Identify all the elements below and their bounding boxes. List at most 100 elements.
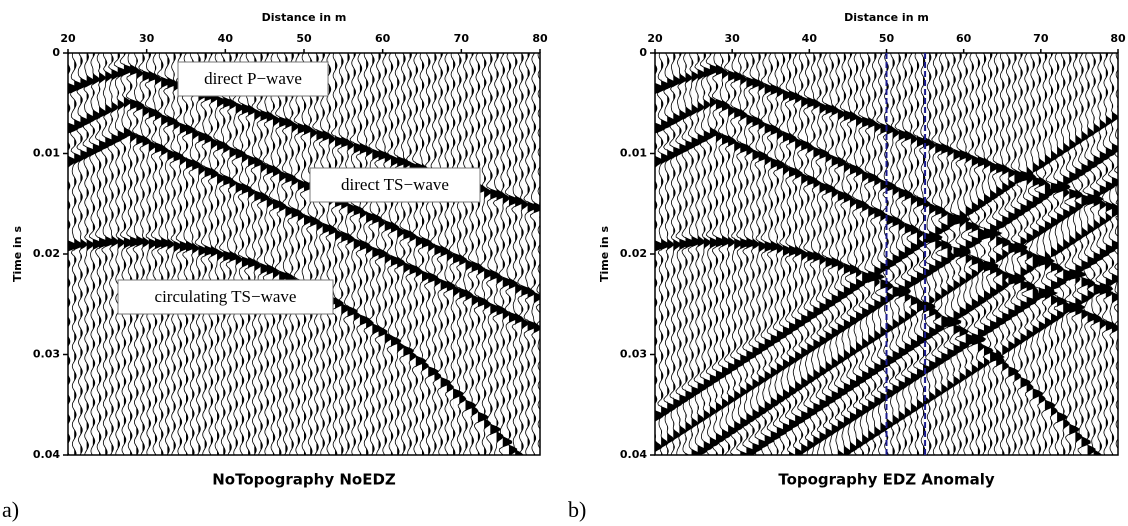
trace — [1010, 53, 1028, 455]
trace — [324, 53, 340, 455]
trace — [355, 53, 371, 455]
chart-title: NoTopography NoEDZ — [212, 471, 396, 489]
trace — [906, 53, 921, 455]
trace — [973, 53, 989, 455]
trace — [827, 53, 843, 455]
trace-fill — [1032, 53, 1043, 455]
trace — [1016, 53, 1037, 455]
x-tick-label: 70 — [1033, 32, 1049, 45]
trace — [523, 53, 539, 455]
y-tick-label: 0.04 — [620, 448, 647, 461]
trace — [69, 53, 85, 455]
trace — [918, 53, 939, 455]
trace-fill — [540, 53, 550, 455]
trace — [318, 53, 333, 455]
trace — [1107, 53, 1118, 455]
trace-fill — [1093, 53, 1108, 455]
trace — [349, 53, 364, 455]
trace — [1058, 53, 1076, 455]
trace — [874, 53, 891, 455]
trace-fill — [679, 53, 690, 455]
trace — [107, 53, 122, 455]
trace-fill — [703, 53, 714, 455]
trace — [1113, 53, 1118, 450]
trace — [912, 53, 928, 455]
x-tick-label: 80 — [532, 32, 548, 45]
trace — [1032, 53, 1058, 455]
annotation-box — [117, 279, 334, 315]
trace-fill — [1044, 53, 1055, 455]
y-tick-label: 0.02 — [33, 247, 60, 260]
chart-title: Topography EDZ Anomaly — [778, 471, 995, 489]
seismogram — [655, 53, 1118, 455]
trace-fill — [874, 53, 885, 455]
trace-fill — [161, 53, 171, 455]
trace — [517, 53, 533, 455]
x-tick-label: 60 — [956, 32, 972, 45]
y-tick-label: 0 — [52, 46, 60, 59]
trace — [535, 53, 540, 450]
trace-fill — [898, 53, 911, 455]
trace — [1063, 53, 1087, 455]
trace-fill — [123, 53, 134, 455]
trace — [461, 53, 477, 455]
trace-fill — [782, 53, 793, 455]
trace — [126, 53, 141, 455]
trace-fill — [117, 53, 127, 455]
seismogram — [68, 53, 550, 455]
trace — [711, 53, 727, 455]
trace — [833, 53, 849, 455]
trace — [113, 53, 128, 455]
trace-fill — [795, 53, 806, 455]
trace — [150, 53, 166, 455]
trace-fill — [661, 53, 671, 455]
panel: 20 30 40 50 60 70 80 Distance in m 0 0.01 0.02 0.03… — [568, 11, 1126, 522]
trace — [300, 53, 314, 455]
trace — [754, 53, 769, 455]
trace — [393, 53, 408, 455]
trace-fill — [304, 53, 314, 455]
trace-fill — [477, 53, 489, 455]
trace — [207, 53, 220, 455]
trace-fill — [173, 53, 184, 455]
trace-fill — [316, 53, 327, 455]
trace — [924, 53, 943, 455]
trace-fill — [916, 53, 927, 455]
trace-fill — [92, 53, 103, 455]
trace — [138, 53, 153, 455]
trace — [443, 53, 456, 455]
y-tick-label: 0.02 — [620, 247, 647, 260]
trace — [821, 53, 837, 455]
trace — [681, 53, 697, 455]
trace-fill — [1081, 53, 1094, 455]
trace-fill — [941, 53, 953, 455]
trace — [200, 53, 216, 455]
trace-fill — [353, 53, 364, 455]
trace — [132, 53, 148, 455]
trace — [1071, 53, 1086, 455]
panel-label: b) — [568, 497, 586, 522]
trace-fill — [807, 53, 818, 455]
trace-fill — [1075, 53, 1086, 455]
trace — [88, 53, 104, 455]
trace — [343, 53, 359, 455]
x-tick-label: 50 — [879, 32, 895, 45]
annotation-box — [309, 167, 481, 203]
trace — [225, 53, 239, 455]
trace — [188, 53, 202, 455]
trace — [169, 53, 184, 455]
trace — [405, 53, 421, 455]
trace — [1101, 53, 1117, 455]
trace — [380, 53, 396, 455]
y-tick-label: 0.01 — [33, 147, 60, 160]
x-tick-label: 20 — [60, 32, 76, 45]
trace-fill — [465, 53, 476, 455]
trace — [119, 53, 135, 455]
x-axis-label: Distance in m — [844, 11, 929, 24]
trace-fill — [415, 53, 427, 455]
trace — [101, 53, 116, 455]
trace — [486, 53, 501, 455]
trace — [498, 53, 513, 455]
trace — [256, 53, 272, 455]
